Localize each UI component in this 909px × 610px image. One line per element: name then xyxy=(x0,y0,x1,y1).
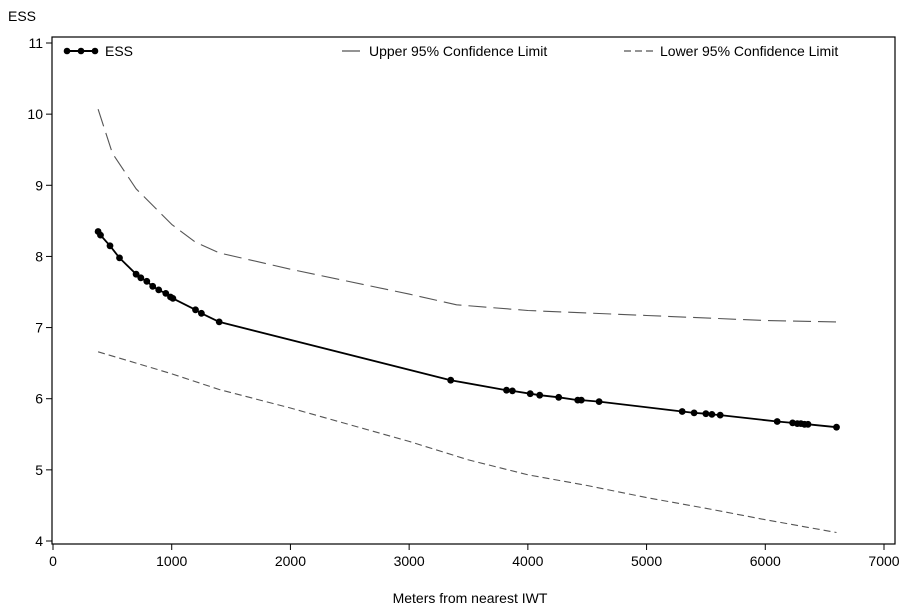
ess-point xyxy=(106,242,114,250)
ess-point xyxy=(503,386,510,394)
legend-marker-ess-3 xyxy=(91,47,99,55)
ess-point xyxy=(132,270,140,278)
y-tick-label: 4 xyxy=(35,533,43,549)
legend-label-upper: Upper 95% Confidence Limit xyxy=(369,43,547,59)
y-tick-label: 6 xyxy=(35,391,43,407)
legend-item-upper: Upper 95% Confidence Limit xyxy=(342,43,547,59)
x-tick-label: 4000 xyxy=(512,553,543,569)
legend-label-ess: ESS xyxy=(105,43,133,59)
ess-point xyxy=(690,409,698,417)
ess-point xyxy=(143,277,151,285)
ess-point xyxy=(555,393,563,401)
ess-point xyxy=(773,418,781,425)
y-axis-label: ESS xyxy=(8,8,36,24)
ess-point xyxy=(577,396,585,404)
y-tick-label: 11 xyxy=(28,35,43,51)
ess-point xyxy=(198,309,205,317)
ess-point xyxy=(97,231,104,239)
x-tick-label: 5000 xyxy=(631,553,662,569)
y-tick-label: 10 xyxy=(27,106,43,122)
y-tick-label: 5 xyxy=(35,462,43,478)
ess-point xyxy=(192,306,199,314)
y-tick-label: 8 xyxy=(35,248,43,264)
ess-point xyxy=(716,411,724,419)
plot-frame xyxy=(51,36,896,545)
plot-lines xyxy=(97,109,837,534)
y-tick-label: 7 xyxy=(35,320,43,336)
ess-point xyxy=(833,423,840,431)
x-tick-label: 3000 xyxy=(394,553,425,569)
ess-point xyxy=(149,282,157,290)
legend-item-ess: ESS xyxy=(63,43,133,59)
ess-point xyxy=(137,274,145,282)
ess-point xyxy=(702,410,710,418)
lower-confidence-line xyxy=(97,351,837,534)
ess-point xyxy=(169,295,177,302)
y-axis: 4 5 6 7 8 9 10 11 xyxy=(27,35,52,549)
x-axis-label: Meters from nearest IWT xyxy=(393,590,548,606)
ess-point xyxy=(509,387,516,395)
ess-point xyxy=(526,390,534,398)
ess-point xyxy=(215,318,223,326)
x-tick-label: 6000 xyxy=(750,553,781,569)
legend-label-lower: Lower 95% Confidence Limit xyxy=(660,43,838,59)
ess-point xyxy=(678,408,686,415)
legend-item-lower: Lower 95% Confidence Limit xyxy=(624,43,838,59)
ess-markers xyxy=(94,228,840,431)
legend: ESS Upper 95% Confidence Limit Lower 95%… xyxy=(63,43,838,59)
x-tick-label: 7000 xyxy=(868,553,899,569)
ess-line xyxy=(97,231,837,429)
x-tick-label: 2000 xyxy=(275,553,306,569)
ess-point xyxy=(708,411,716,418)
legend-marker-ess-2 xyxy=(77,47,85,55)
ess-point xyxy=(536,391,544,399)
ess-point xyxy=(447,376,455,384)
x-tick-label: 0 xyxy=(49,553,57,569)
ess-point xyxy=(116,254,123,262)
legend-marker-ess-1 xyxy=(63,47,71,55)
upper-confidence-line xyxy=(97,109,837,323)
ess-point xyxy=(595,398,603,405)
ess-point xyxy=(155,286,163,294)
ess-point xyxy=(162,290,170,297)
x-axis: 0 1000 2000 3000 4000 5000 6000 7000 xyxy=(49,544,900,569)
y-tick-label: 9 xyxy=(35,177,43,193)
x-tick-label: 1000 xyxy=(156,553,187,569)
ess-point xyxy=(804,420,812,428)
